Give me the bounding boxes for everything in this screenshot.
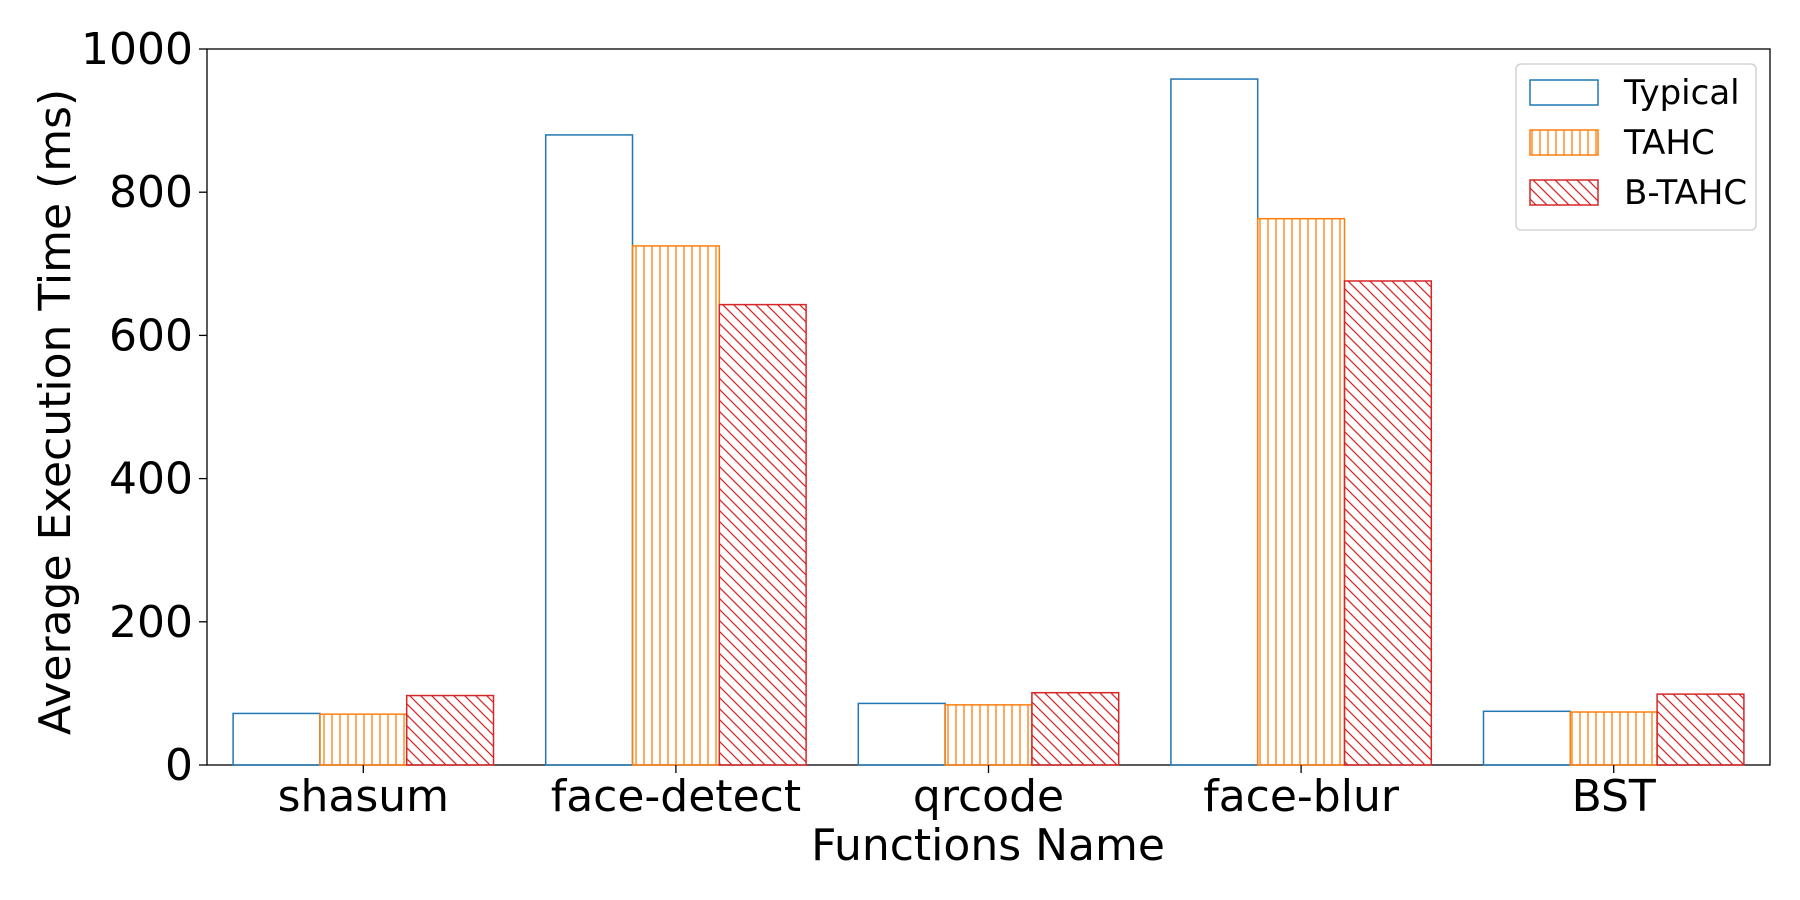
bar-qrcode-B-TAHC: [1031, 691, 1120, 766]
bar-face-detect-Typical: [544, 134, 634, 766]
x-tick-label: face-detect: [551, 771, 801, 822]
legend-label-Typical: Typical: [1623, 73, 1740, 113]
bar-BST-Typical: [1482, 710, 1572, 766]
bars-group: [232, 78, 1745, 766]
legend-swatch-Typical: [1529, 79, 1599, 106]
y-tick-label: 200: [109, 597, 193, 648]
bar-face-blur-TAHC: [1256, 217, 1346, 766]
y-tick-label: 800: [109, 167, 193, 218]
bar-face-detect-TAHC: [631, 245, 721, 766]
bar-shasum-Typical: [232, 712, 321, 766]
y-tick-label: 400: [109, 454, 193, 505]
x-tick-label: qrcode: [913, 771, 1064, 822]
bar-BST-B-TAHC: [1656, 693, 1745, 766]
legend-swatch-TAHC: [1529, 129, 1599, 156]
bar-qrcode-Typical: [857, 702, 946, 766]
bar-face-blur-B-TAHC: [1343, 280, 1433, 766]
y-tick-label: 0: [165, 740, 193, 791]
y-tick-label: 600: [109, 310, 193, 361]
legend-swatch-B-TAHC: [1529, 179, 1599, 206]
y-tick-label: 1000: [81, 24, 193, 75]
legend-label-TAHC: TAHC: [1623, 123, 1715, 163]
bar-face-blur-Typical: [1170, 78, 1259, 766]
x-tick-label: face-blur: [1203, 771, 1400, 822]
x-axis-title: Functions Name: [811, 820, 1165, 871]
x-tick-label: shasum: [278, 771, 449, 822]
bar-face-detect-B-TAHC: [718, 303, 807, 766]
y-axis: 0 200 400 600 800 1000: [81, 24, 207, 791]
y-axis-title: Average Execution Time (ms): [30, 89, 81, 735]
bar-shasum-TAHC: [319, 713, 408, 766]
legend: Typical TAHC B-TAHC: [1515, 63, 1757, 231]
bar-BST-TAHC: [1569, 711, 1658, 766]
x-tick-label: BST: [1572, 771, 1656, 822]
x-axis: shasum face-detect qrcode face-blur BST: [278, 765, 1656, 822]
bar-shasum-B-TAHC: [405, 694, 495, 766]
legend-label-B-TAHC: B-TAHC: [1624, 173, 1747, 213]
bar-qrcode-TAHC: [944, 704, 1033, 766]
